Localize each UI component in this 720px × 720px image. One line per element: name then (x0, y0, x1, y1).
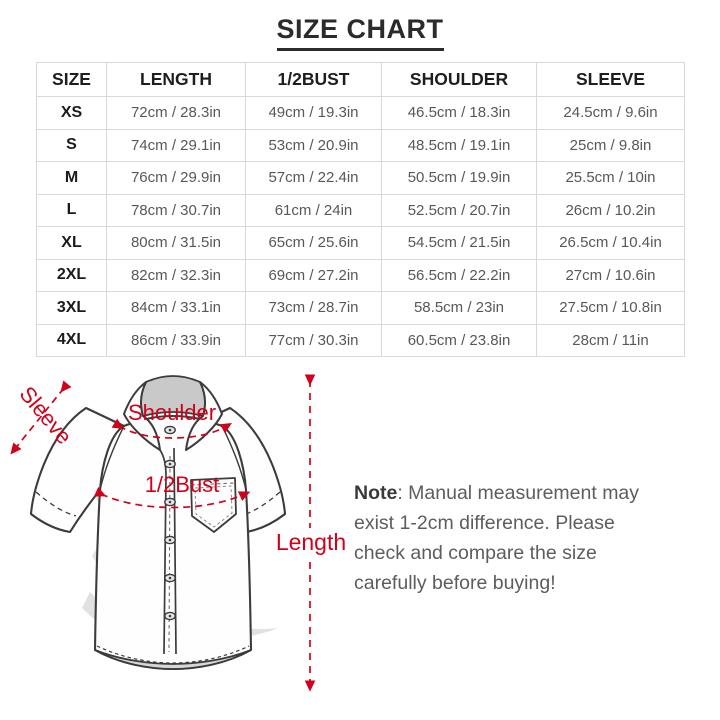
cell-length: 74cm / 29.1in (106, 128, 246, 162)
right-cuff-stitch (239, 491, 281, 517)
cell-bust: 77cm / 30.3in (245, 323, 382, 357)
cell-length: 78cm / 30.7in (106, 193, 246, 227)
button-icon (164, 611, 176, 621)
cell-shoulder: 60.5cm / 23.8in (381, 323, 537, 357)
cell-shoulder: 50.5cm / 19.9in (381, 161, 537, 195)
shirt-illustration (29, 375, 287, 671)
cell-shoulder: 56.5cm / 22.2in (381, 258, 537, 292)
cell-length: 86cm / 33.9in (106, 323, 246, 357)
length-label-backdrop (286, 528, 336, 558)
table-row: 4XL 86cm / 33.9in 77cm / 30.3in 60.5cm /… (36, 323, 685, 357)
cell-shoulder: 48.5cm / 19.1in (381, 128, 537, 162)
cell-length: 82cm / 32.3in (106, 258, 246, 292)
button-icon (164, 425, 176, 435)
table-row: M 76cm / 29.9in 57cm / 22.4in 50.5cm / 1… (36, 161, 685, 195)
cell-size: 4XL (36, 323, 107, 357)
cell-sleeve: 26cm / 10.2in (536, 193, 685, 227)
cell-length: 72cm / 28.3in (106, 96, 246, 130)
column-header-shoulder: SHOULDER (381, 62, 537, 97)
cell-bust: 53cm / 20.9in (245, 128, 382, 162)
table-row: XS 72cm / 28.3in 49cm / 19.3in 46.5cm / … (36, 96, 685, 130)
cell-bust: 57cm / 22.4in (245, 161, 382, 195)
cell-sleeve: 27cm / 10.6in (536, 258, 685, 292)
table-header-row: SIZE LENGTH 1/2BUST SHOULDER SLEEVE (36, 62, 685, 97)
cell-bust: 65cm / 25.6in (245, 226, 382, 260)
cell-bust: 73cm / 28.7in (245, 291, 382, 325)
table-row: 3XL 84cm / 33.1in 73cm / 28.7in 58.5cm /… (36, 291, 685, 325)
cell-bust: 49cm / 19.3in (245, 96, 382, 130)
garment-diagram: Shoulder 1/2Bust Sleeve Length (0, 364, 350, 720)
pocket-top-stitch (190, 482, 236, 486)
cell-sleeve: 25.5cm / 10in (536, 161, 685, 195)
bust-measure-arrow (93, 486, 251, 509)
cell-bust: 69cm / 27.2in (245, 258, 382, 292)
cell-shoulder: 46.5cm / 18.3in (381, 96, 537, 130)
cell-shoulder: 54.5cm / 21.5in (381, 226, 537, 260)
button-icon (164, 497, 176, 507)
bottom-hem-stitch (96, 645, 250, 664)
cell-sleeve: 24.5cm / 9.6in (536, 96, 685, 130)
cell-sleeve: 28cm / 11in (536, 323, 685, 357)
table-row: L 78cm / 30.7in 61cm / 24in 52.5cm / 20.… (36, 193, 685, 227)
sleeve-measure-arrow (10, 380, 72, 455)
cell-length: 80cm / 31.5in (106, 226, 246, 260)
cell-size: M (36, 161, 107, 195)
column-header-bust: 1/2BUST (245, 62, 382, 97)
pocket-inner-stitch (194, 485, 233, 528)
left-cuff-edge (30, 513, 71, 533)
button-icon (164, 459, 176, 469)
cell-sleeve: 25cm / 9.8in (536, 128, 685, 162)
column-header-sleeve: SLEEVE (536, 62, 685, 97)
column-header-length: LENGTH (106, 62, 246, 97)
measurement-note: Note: Manual measurement may exist 1-2cm… (354, 478, 666, 598)
size-chart-table: SIZE LENGTH 1/2BUST SHOULDER SLEEVE XS 7… (36, 62, 685, 357)
page-title-container: SIZE CHART (0, 14, 720, 51)
cell-bust: 61cm / 24in (245, 193, 382, 227)
table-row: XL 80cm / 31.5in 65cm / 25.6in 54.5cm / … (36, 226, 685, 260)
shoulder-label: Shoulder (128, 400, 216, 425)
left-cuff-stitch (35, 491, 77, 517)
right-cuff-edge (245, 513, 286, 533)
cell-size: S (36, 128, 107, 162)
table-row: 2XL 82cm / 32.3in 69cm / 27.2in 56.5cm /… (36, 258, 685, 292)
bust-label: 1/2Bust (145, 472, 220, 497)
shoulder-measure-arrow (111, 418, 232, 439)
note-label: Note (354, 482, 398, 504)
column-header-size: SIZE (36, 62, 107, 97)
cell-size: 3XL (36, 291, 107, 325)
cell-size: XS (36, 96, 107, 130)
length-label: Length (276, 529, 346, 555)
button-placket-edge (173, 447, 177, 655)
cell-sleeve: 27.5cm / 10.8in (536, 291, 685, 325)
cell-shoulder: 58.5cm / 23in (381, 291, 537, 325)
button-icon (164, 573, 176, 583)
cell-size: L (36, 193, 107, 227)
bottom-hem-opening (94, 649, 252, 670)
table-row: S 74cm / 29.1in 53cm / 20.9in 48.5cm / 1… (36, 128, 685, 162)
cell-shoulder: 52.5cm / 20.7in (381, 193, 537, 227)
cell-length: 76cm / 29.9in (106, 161, 246, 195)
button-icon (164, 535, 176, 545)
cell-length: 84cm / 33.1in (106, 291, 246, 325)
cell-size: 2XL (36, 258, 107, 292)
page-title: SIZE CHART (276, 14, 444, 51)
note-text: : Manual measurement may exist 1-2cm dif… (354, 482, 640, 594)
cell-size: XL (36, 226, 107, 260)
cell-sleeve: 26.5cm / 10.4in (536, 226, 685, 260)
